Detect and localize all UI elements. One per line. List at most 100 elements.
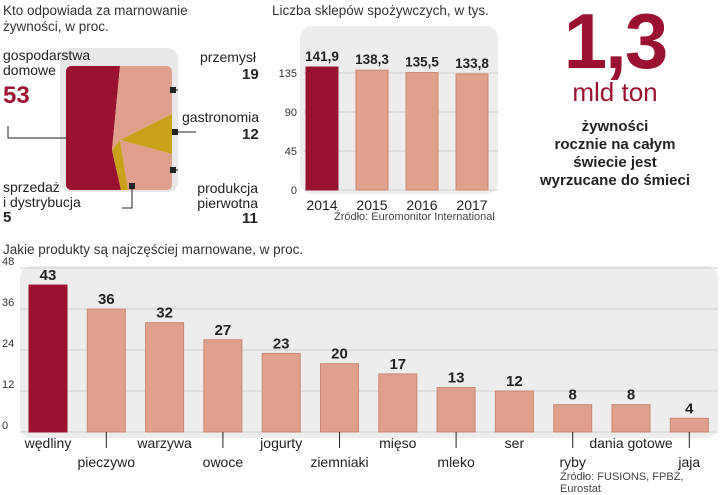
label-sales-line1: sprzedaż xyxy=(3,179,60,195)
products-bar-11 xyxy=(669,417,709,433)
stores-value-label: 133,8 xyxy=(455,56,489,71)
products-xtick: warzywa xyxy=(136,435,192,451)
mosaic-segment-households xyxy=(66,66,121,190)
products-chart-title: Jakie produkty są najczęściej marnowane,… xyxy=(3,242,304,257)
waste-share-title: Kto odpowiada za marnowanie żywności, w … xyxy=(3,3,188,35)
products-bar-10 xyxy=(611,404,651,433)
stores-bar-2014 xyxy=(305,66,339,191)
stores-ytick: 45 xyxy=(285,146,297,158)
stores-xtick: 2014 xyxy=(306,197,337,213)
products-xtick: ryby xyxy=(559,454,585,470)
big-stat-number: 1,3 xyxy=(563,0,668,85)
label-households: gospodarstwa domowe xyxy=(3,48,90,78)
products-value-label: 32 xyxy=(156,305,173,322)
label-production-line2: pierwotna xyxy=(197,195,258,211)
products-ytick: 12 xyxy=(2,379,14,391)
products-xtick: pieczywo xyxy=(78,454,136,470)
products-value-label: 36 xyxy=(98,291,115,308)
dot-gastronomy xyxy=(172,129,178,135)
big-stat-desc-line4: wyrzucane do śmieci xyxy=(539,172,691,189)
label-households-line2: domowe xyxy=(3,62,56,78)
leader-sales xyxy=(122,186,133,209)
products-ytick: 36 xyxy=(2,297,14,309)
products-value-label: 8 xyxy=(627,387,635,404)
leader-households xyxy=(7,126,66,139)
stores-bar-2017 xyxy=(455,73,489,191)
products-value-label: 20 xyxy=(331,346,348,363)
stores-xtick: 2017 xyxy=(456,197,487,213)
products-bar-4 xyxy=(261,352,301,433)
mosaic-segment-gastronomy xyxy=(120,114,172,154)
products-bar-6 xyxy=(378,373,418,433)
stores-ytick: 0 xyxy=(291,185,297,197)
value-gastronomy: 12 xyxy=(242,126,259,143)
label-sales: sprzedaż i dystrybucja xyxy=(3,180,81,210)
dot-sales xyxy=(129,183,135,189)
products-value-label: 8 xyxy=(569,387,577,404)
products-xtick: owoce xyxy=(203,454,244,470)
mosaic-segment-production xyxy=(120,140,172,190)
products-value-label: 17 xyxy=(389,356,406,373)
value-production: 11 xyxy=(242,210,258,227)
stores-xtick: 2016 xyxy=(406,197,437,213)
products-ytick: 48 xyxy=(2,256,14,268)
products-chart: 01224364843wędliny36pieczywo32warzywa27o… xyxy=(2,256,718,470)
stores-chart-source: Źródło: Euromonitor International xyxy=(334,211,495,223)
mosaic-segment-industry xyxy=(112,66,172,150)
dot-production xyxy=(170,167,176,173)
products-xtick: ser xyxy=(505,435,525,451)
waste-share-title-line2: żywności, w proc. xyxy=(3,19,109,34)
products-bar-5 xyxy=(320,363,359,433)
dot-industry xyxy=(170,87,176,93)
big-stat-desc-line3: świecie jest xyxy=(573,154,657,171)
products-bar-1 xyxy=(86,308,126,433)
stores-ytick: 135 xyxy=(279,68,297,80)
products-value-label: 13 xyxy=(448,370,465,387)
value-households: 53 xyxy=(3,82,30,109)
products-value-label: 4 xyxy=(685,400,694,417)
stores-ytick: 90 xyxy=(285,107,297,119)
stores-chart-title: Liczba sklepów spożywczych, w tys. xyxy=(272,3,489,18)
products-xtick: ziemniaki xyxy=(310,454,368,470)
label-gastronomy: gastronomia xyxy=(182,109,260,125)
products-chart-panel xyxy=(20,266,718,438)
stores-value-label: 141,9 xyxy=(305,49,339,64)
products-bar-0 xyxy=(28,284,68,433)
products-bar-2 xyxy=(145,322,185,433)
stores-xtick: 2015 xyxy=(356,197,387,213)
stores-chart: 0 45 90 135 141,9 2014 138,3 2015 135,5 2016 133,8… xyxy=(279,49,498,213)
stores-value-label: 138,3 xyxy=(355,52,389,67)
products-value-label: 43 xyxy=(40,267,57,284)
waste-share-mosaic xyxy=(7,48,196,209)
products-xtick: jogurty xyxy=(259,435,302,451)
label-industry: przemysł xyxy=(200,49,257,65)
products-bar-8 xyxy=(494,390,534,433)
big-stat-desc-line1: żywności xyxy=(581,118,649,135)
products-xtick: mleko xyxy=(437,454,475,470)
label-sales-line2: i dystrybucja xyxy=(3,194,81,210)
waste-share-title-line1: Kto odpowiada za marnowanie xyxy=(3,3,188,18)
products-bar-7 xyxy=(436,387,476,433)
mosaic-segment-sales xyxy=(112,140,128,190)
big-stat: 1,3 mld ton żywności rocznie na całym św… xyxy=(515,2,715,190)
products-ytick: 0 xyxy=(2,420,8,432)
label-households-line1: gospodarstwa xyxy=(3,47,91,63)
stores-bar-2015 xyxy=(355,69,389,191)
products-value-label: 23 xyxy=(273,335,290,352)
big-stat-unit: mld ton xyxy=(572,77,658,107)
label-production: produkcja pierwotna xyxy=(196,181,258,211)
value-sales: 5 xyxy=(3,209,12,226)
products-bar-3 xyxy=(203,339,243,433)
big-stat-desc-line2: rocznie na całym xyxy=(554,136,676,153)
value-industry: 19 xyxy=(242,66,259,83)
products-bar-9 xyxy=(553,404,593,433)
stores-value-label: 135,5 xyxy=(405,55,439,70)
stores-bar-2016 xyxy=(405,72,439,191)
products-chart-source: Źródło: FUSIONS, FPBŻ, Eurostat xyxy=(560,471,684,495)
products-xtick: mięso xyxy=(379,435,417,451)
products-xtick: dania gotowe xyxy=(589,435,673,451)
products-xtick: jaja xyxy=(677,454,700,470)
products-value-label: 12 xyxy=(506,373,523,390)
products-xtick: wędliny xyxy=(24,435,72,451)
products-ytick: 24 xyxy=(2,338,14,350)
